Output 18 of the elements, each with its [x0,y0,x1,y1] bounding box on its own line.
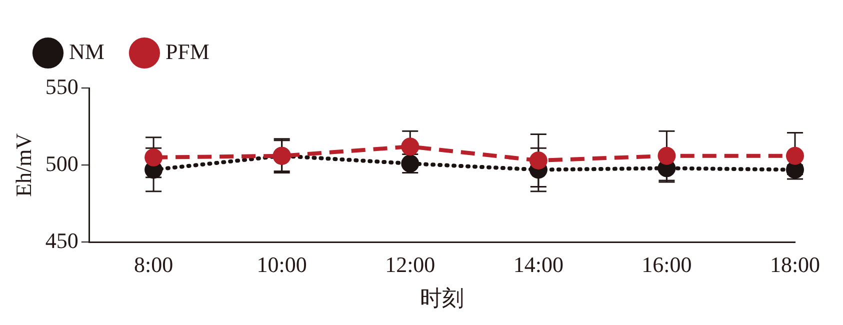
legend-label: NM [69,38,104,64]
x-tick-label: 10:00 [256,252,307,278]
x-tick-label: 18:00 [770,252,820,278]
point [401,138,420,156]
point [529,151,548,170]
y-tick-label: 550 [45,74,78,99]
point [786,146,804,165]
y-axis-title: Eh/mV [10,133,36,197]
x-axis-title: 时刻 [420,286,464,311]
point [658,146,676,165]
legend-label: PFM [165,38,210,64]
x-tick-label: 8:00 [134,252,174,278]
x-tick-label: 12:00 [385,252,436,278]
x-tick-label: 16:00 [642,252,692,278]
y-tick-label: 500 [45,150,78,176]
point [144,148,163,166]
y-tick-label: 450 [45,228,78,253]
x-tick-label: 14:00 [513,252,564,278]
